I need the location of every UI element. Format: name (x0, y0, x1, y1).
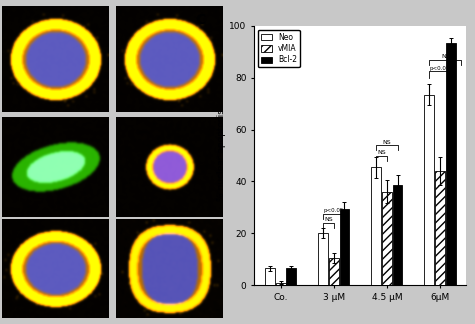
Text: p<0.05: p<0.05 (323, 208, 344, 213)
Text: NS: NS (377, 150, 386, 155)
Bar (329, 258, 339, 285)
Bar (276, 283, 285, 285)
Text: B: B (120, 10, 131, 24)
Text: Neo,
Co.: Neo, Co. (116, 49, 134, 68)
Text: NS: NS (324, 217, 333, 222)
Text: p<0.01: p<0.01 (430, 66, 450, 71)
Text: C: C (195, 13, 205, 27)
Bar (425, 95, 434, 285)
Text: NS: NS (382, 140, 391, 145)
Text: A: A (9, 10, 20, 24)
Bar (446, 43, 456, 285)
Bar (265, 268, 275, 285)
Text: Neo,
Vpr: Neo, Vpr (116, 152, 134, 172)
Bar (382, 192, 392, 285)
Y-axis label: % nuclear apoptosis: % nuclear apoptosis (218, 110, 227, 202)
Bar (340, 209, 349, 285)
Bar (286, 268, 296, 285)
Bar (318, 233, 328, 285)
Legend: Neo, vMIA, Bcl-2: Neo, vMIA, Bcl-2 (258, 30, 300, 67)
Text: vMIA,
Vpr: vMIA, Vpr (116, 259, 137, 279)
Text: 10μm: 10μm (7, 308, 25, 313)
Text: NS: NS (441, 54, 450, 59)
Bar (393, 185, 402, 285)
Bar (371, 167, 381, 285)
Bar (435, 171, 445, 285)
